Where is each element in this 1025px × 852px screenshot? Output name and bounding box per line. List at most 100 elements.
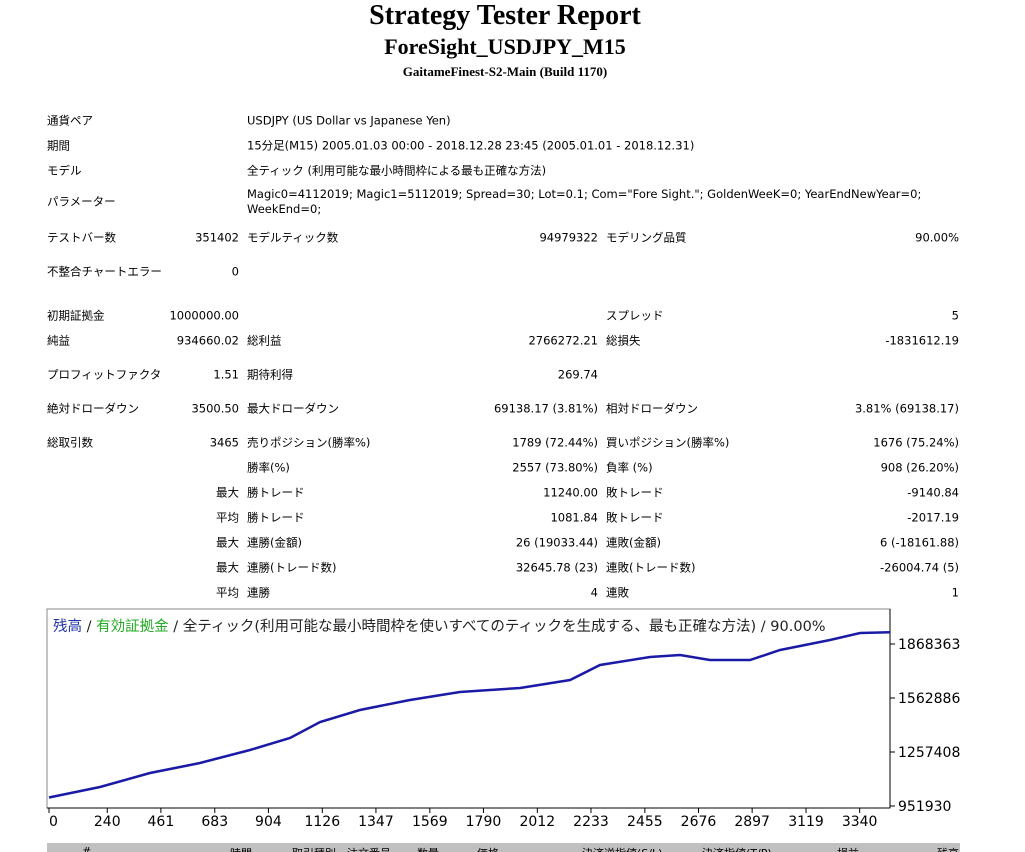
row-label: 勝率(%) — [247, 460, 290, 475]
balance-chart: 951930 1257408 1562886 1868363 0 240 461 683 904… — [46, 608, 960, 830]
row-label: 連勝 — [247, 585, 270, 600]
row-label: 勝トレード — [247, 510, 305, 525]
row-value: 最大 — [216, 560, 239, 575]
row-value: 934660.02 — [176, 333, 239, 348]
row-label: 敗トレード — [606, 485, 664, 500]
row-label: 期間 — [47, 138, 70, 153]
legend-item: 残高 — [53, 618, 82, 635]
x-tick-label: 1347 — [358, 814, 394, 830]
row-label: 勝トレード — [247, 485, 305, 500]
balance-line — [48, 631, 891, 799]
x-tick-label: 1569 — [412, 814, 448, 830]
legend: 残高 / 有効証拠金 / 全ティック(利用可能な最小時間枠を使いすべてのティック… — [53, 617, 826, 635]
row-value: 26 (19033.44) — [515, 535, 598, 550]
row-value: 351402 — [195, 230, 239, 245]
column-header: 価格 — [477, 845, 499, 852]
row-label: 不整合チャートエラー — [47, 264, 162, 279]
server-name: GaitameFinest-S2-Main (Build 1170) — [402, 64, 608, 79]
x-tick-label: 904 — [255, 814, 282, 830]
column-header: 時間 — [230, 845, 252, 852]
x-tick-label: 3119 — [788, 814, 824, 830]
row-value: Magic0=4112019; Magic1=5112019; Spread=3… — [247, 187, 922, 216]
row-value: 1789 (72.44%) — [512, 435, 598, 450]
plot-area — [46, 608, 891, 809]
row-value: 平均 — [216, 510, 239, 525]
row-label: 初期証拠金 — [47, 308, 105, 323]
trades-header: # 時間 取引種別 注文番号 数量 価格 決済逆指値(S/L) 決済指値(T/P) 損益 残高 — [47, 843, 960, 852]
legend-item: / — [82, 619, 96, 635]
row-value: 3500.50 — [191, 401, 239, 416]
y-tick-label: 1868363 — [898, 637, 960, 653]
row-value: 15分足(M15) 2005.01.03 00:00 - 2018.12.28 … — [247, 138, 695, 153]
row-label: テストバー数 — [47, 230, 116, 245]
y-tick-label: 1562886 — [898, 691, 960, 707]
row-value: 最大 — [216, 485, 239, 500]
column-header: 注文番号 — [347, 845, 391, 852]
row-label: 期待利得 — [247, 367, 293, 382]
row-label: 売りポジション(勝率%) — [247, 435, 371, 450]
column-header: 数量 — [417, 845, 439, 852]
row-value: -9140.84 — [907, 485, 959, 500]
row-value: 1.51 — [213, 367, 239, 382]
row-label: モデル — [47, 163, 82, 178]
column-header: 取引種別 — [292, 845, 336, 852]
row-value: 最大 — [216, 535, 239, 550]
column-header: 決済逆指値(S/L) — [582, 845, 662, 852]
row-label: 連敗(金額) — [606, 535, 661, 550]
row-value: 90.00% — [915, 230, 959, 245]
y-tick-label: 1257408 — [898, 745, 960, 761]
row-value: 6 (-18161.88) — [880, 535, 959, 550]
row-value: USDJPY (US Dollar vs Japanese Yen) — [247, 113, 451, 128]
column-header: 決済指値(T/P) — [702, 845, 772, 852]
row-label: モデリング品質 — [606, 230, 687, 245]
row-label: 買いポジション(勝率%) — [606, 435, 730, 450]
legend-item: 有効証拠金 — [96, 618, 169, 635]
row-label: 最大ドローダウン — [247, 401, 339, 416]
x-tick-label: 3340 — [842, 814, 878, 830]
row-value: 0 — [231, 264, 239, 279]
row-label: 連勝(トレード数) — [247, 560, 337, 575]
row-value: 1676 (75.24%) — [873, 435, 959, 450]
row-value: -1831612.19 — [885, 333, 959, 348]
row-label: 総損失 — [606, 333, 641, 348]
report-subtitle: ForeSight_USDJPY_M15 — [384, 34, 626, 59]
row-value: 269.74 — [557, 367, 598, 382]
row-value: 5 — [951, 308, 959, 323]
column-header: # — [82, 845, 92, 852]
row-label: 連敗(トレード数) — [606, 560, 696, 575]
column-header: 損益 — [837, 845, 859, 852]
row-value: 908 (26.20%) — [880, 460, 959, 475]
row-value: 平均 — [216, 585, 239, 600]
row-label: モデルティック数 — [247, 230, 339, 245]
x-tick-label: 2676 — [681, 814, 717, 830]
x-tick-label: 2012 — [520, 814, 556, 830]
x-tick-label: 240 — [94, 814, 121, 830]
row-value: -2017.19 — [907, 510, 959, 525]
row-label: プロフィットファクタ — [47, 367, 162, 382]
row-value: 1081.84 — [550, 510, 598, 525]
row-label: 総取引数 — [47, 435, 93, 450]
row-value: 11240.00 — [543, 485, 598, 500]
row-value: -26004.74 (5) — [880, 560, 959, 575]
x-tick-label: 1790 — [466, 814, 502, 830]
column-header: 残高 — [937, 845, 959, 852]
row-label: 連敗 — [606, 585, 629, 600]
row-label: 総利益 — [247, 333, 282, 348]
x-tick-label: 1126 — [304, 814, 340, 830]
row-value: 2766272.21 — [528, 333, 598, 348]
row-value: 4 — [590, 585, 598, 600]
row-value: 69138.17 (3.81%) — [493, 401, 598, 416]
row-label: スプレッド — [606, 308, 664, 323]
row-label: 絶対ドローダウン — [47, 401, 139, 416]
row-value: 94979322 — [539, 230, 598, 245]
row-label: 通貨ペア — [47, 113, 93, 128]
row-label: パラメーター — [47, 194, 116, 209]
row-value: 3.81% (69138.17) — [854, 401, 959, 416]
x-tick-label: 0 — [49, 814, 58, 830]
row-value: 3465 — [209, 435, 239, 450]
row-label: 連勝(金額) — [247, 535, 302, 550]
row-value: 2557 (73.80%) — [512, 460, 598, 475]
row-label: 相対ドローダウン — [606, 401, 698, 416]
row-value: 1 — [951, 585, 959, 600]
